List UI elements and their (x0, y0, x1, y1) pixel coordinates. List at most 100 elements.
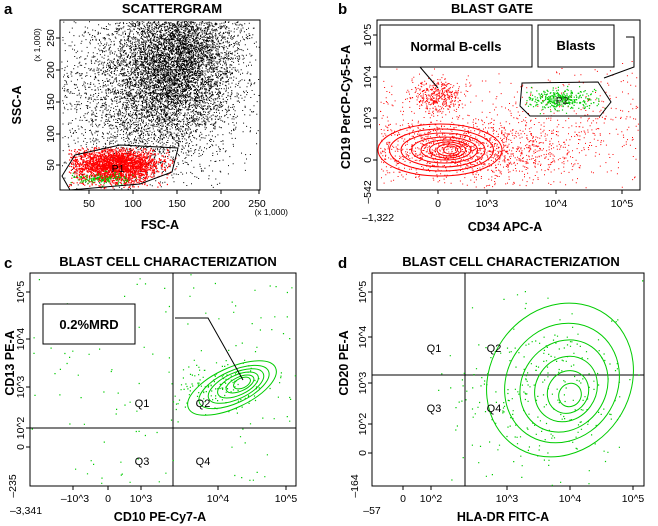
d-y-tick: 0 (357, 450, 369, 456)
c-y-tick: 0 (15, 444, 27, 450)
gate-p2-label: P2 (556, 95, 569, 107)
panel-b-contours (377, 123, 503, 177)
panel-c: c BLAST CELL CHARACTERIZATION 0.2%MRD Q1… (3, 254, 297, 524)
panel-c-contour-ring (217, 371, 259, 399)
a-x-unit: (x 1,000) (254, 207, 288, 217)
a-x-tick: 250 (248, 198, 266, 210)
a-y-tick: 250 (45, 29, 57, 47)
gate-p1-label: P1 (112, 163, 125, 175)
c-y-tick: 10^4 (15, 328, 27, 351)
b-y-tick: 0 (362, 157, 374, 163)
panel-d-contour-ring (546, 370, 590, 414)
panel-c-contour-ring (233, 376, 251, 390)
c-y-label: CD13 PE-A (3, 330, 17, 395)
panel-a-title: SCATTERGRAM (122, 1, 222, 16)
c-x-tick: 10^4 (207, 493, 230, 505)
panel-b-contour-ring (429, 141, 466, 159)
d-x-label: HLA-DR FITC-A (457, 510, 549, 524)
annotation-leader-normal-b (419, 66, 439, 89)
d-x-tick: –57 (363, 505, 381, 517)
panel-b-contour-ring (420, 139, 472, 161)
gate-p2 (519, 81, 612, 117)
c-x-tick: 0 (105, 493, 111, 505)
annotation-blasts: Blasts (556, 38, 595, 53)
c-quadrant-q2: Q2 (196, 398, 211, 410)
c-y-tick: 10^2 (15, 417, 27, 440)
b-x-tick: –1,322 (362, 212, 394, 224)
panel-d-contour-ring (534, 355, 598, 423)
panel-c-contours (187, 360, 277, 416)
d-quadrant-q1: Q1 (427, 343, 442, 355)
panel-a-y-ticks: 50 100 150 200 250 (45, 29, 60, 171)
d-quadrant-q3: Q3 (427, 403, 442, 415)
panel-b-contour-ring (400, 132, 486, 168)
annotation-box-normal-b (379, 24, 533, 68)
a-x-tick: 200 (212, 198, 230, 210)
panel-d: d BLAST CELL CHARACTERIZATION Q1 Q2 Q3 Q… (337, 254, 645, 524)
annotation-leader-blasts (603, 36, 635, 79)
panel-b-y-ticks: –542 0 10^3 10^4 10^5 (362, 24, 377, 204)
d-y-tick: 10^5 (357, 281, 369, 304)
c-x-tick: 10^3 (130, 493, 153, 505)
panel-d-contour-ring (504, 322, 620, 444)
panel-d-y-ticks: –164 0 10^2 10^3 10^4 10^5 (349, 281, 372, 498)
panel-b-contour-ring (389, 128, 494, 172)
panel-b-letter: b (338, 1, 347, 18)
d-x-tick: 10^2 (420, 493, 443, 505)
c-x-tick: –10^3 (61, 493, 89, 505)
panel-a-black-events (61, 21, 260, 190)
panel-b-contour-ring (443, 145, 458, 155)
panel-a-letter: a (4, 1, 13, 18)
d-y-tick: 10^2 (357, 413, 369, 436)
d-x-tick: 10^5 (622, 493, 645, 505)
b-x-tick: 0 (435, 198, 441, 210)
d-x-tick: 10^3 (496, 493, 519, 505)
a-x-tick: 150 (168, 198, 186, 210)
panel-a: a SCATTERGRAM P1 50 100 150 200 250 50 (4, 1, 288, 232)
panel-b-contour-ring (436, 143, 462, 157)
panel-d-contour-ring (519, 339, 609, 433)
panel-d-plot-frame (371, 272, 645, 487)
c-quadrant-q1: Q1 (135, 398, 150, 410)
panel-a-red-dots (68, 147, 177, 190)
a-x-tick: 50 (83, 198, 95, 210)
c-x-tick: –3,341 (10, 505, 42, 517)
panel-a-green-dots (70, 170, 137, 188)
panel-b-contour-ring (411, 136, 478, 164)
c-x-tick: 10^5 (275, 493, 298, 505)
c-quadrant-q4: Q4 (196, 456, 211, 468)
panel-d-contour-ring (558, 382, 582, 408)
c-quadrant-q3: Q3 (135, 456, 150, 468)
c-y-tick: 10^3 (15, 376, 27, 399)
panel-a-red-events (68, 147, 177, 190)
panel-c-contour-ring (198, 364, 270, 410)
panel-b: b BLAST GATE P2 Normal B-cells Blasts –1… (338, 1, 641, 234)
panel-d-title: BLAST CELL CHARACTERIZATION (402, 254, 620, 269)
annotation-box-mrd (42, 303, 136, 345)
d-quadrant-q2: Q2 (487, 343, 502, 355)
panel-b-x-ticks: –1,322 0 10^3 10^4 10^5 (362, 190, 633, 224)
panel-c-x-ticks: –3,341 –10^3 0 10^3 10^4 10^5 (10, 486, 297, 517)
panel-c-contour-ring (207, 368, 265, 404)
panel-d-green-dots (438, 280, 644, 486)
a-y-label: SSC-A (10, 86, 24, 125)
b-x-tick: 10^4 (545, 198, 568, 210)
panel-d-contours (486, 302, 634, 458)
b-x-tick: 10^3 (476, 198, 499, 210)
panel-b-title: BLAST GATE (451, 1, 533, 16)
b-y-label: CD19 PerCP-Cy5-5-A (339, 45, 353, 169)
b-y-tick: 10^4 (362, 66, 374, 89)
a-y-tick: 100 (45, 125, 57, 143)
a-y-tick: 150 (45, 93, 57, 111)
b-y-tick: –542 (362, 180, 374, 204)
panel-d-x-ticks: –57 0 10^2 10^3 10^4 10^5 (363, 486, 644, 517)
annotation-box-blasts (537, 24, 615, 68)
a-y-tick: 50 (45, 159, 57, 171)
panel-c-contour-ring (187, 360, 277, 416)
panel-c-letter: c (4, 255, 12, 272)
panel-c-contour-ring (225, 374, 255, 394)
c-y-tick: 10^5 (15, 281, 27, 304)
panel-b-contour-ring (377, 123, 503, 177)
annotation-mrd: 0.2%MRD (59, 317, 118, 332)
